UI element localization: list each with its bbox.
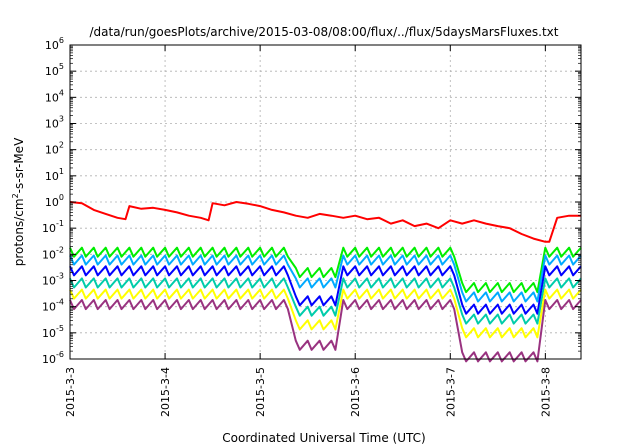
y-tick-label: 104 [45,88,64,104]
y-tick-label: 10-5 [42,324,64,340]
series-line [69,288,582,339]
y-axis-label-superscript: 2 [11,193,20,198]
y-tick-label: 10-4 [42,298,64,314]
series-line [69,299,582,363]
grid [70,45,581,359]
x-tick-label: 2015-3-8 [539,367,552,417]
series-group [69,201,582,363]
x-tick-label: 2015-3-7 [444,367,457,417]
series-line [69,254,582,303]
x-tick-label: 2015-3-4 [159,367,172,417]
y-tick-label: 100 [45,193,64,209]
y-tick-label: 10-6 [42,350,64,366]
y-ticks: 10-6 10-5 10-4 10-3 10-2 10-1 100 101 102 103 104 1… [42,36,581,366]
x-ticks: 2015-3-3 2015-3-4 2015-3-5 2015-3-6 2015-3-7… [64,45,552,417]
y-axis-label-prefix: protons/cm [12,198,26,266]
y-tick-label: 10-2 [42,245,64,261]
y-tick-label: 103 [45,115,64,131]
y-tick-label: 101 [45,167,64,183]
x-tick-label: 2015-3-5 [254,367,267,417]
x-tick-label: 2015-3-6 [349,367,362,417]
y-tick-label: 10-3 [42,272,64,288]
x-tick-label: 2015-3-3 [64,367,77,417]
y-tick-label: 105 [45,62,64,78]
series-line [69,201,581,243]
y-tick-label: 106 [45,36,64,52]
chart-title: /data/run/goesPlots/archive/2015-03-08/0… [90,25,559,39]
series-line [69,277,582,325]
series-line [69,265,582,315]
y-axis-label-suffix: -s-sr-MeV [12,137,26,193]
y-tick-label: 10-1 [42,219,64,235]
series-line [69,246,582,294]
y-axis-label: protons/cm2-s-sr-MeV [11,137,26,266]
x-axis-label: Coordinated Universal Time (UTC) [222,431,425,445]
y-tick-label: 102 [45,141,64,157]
